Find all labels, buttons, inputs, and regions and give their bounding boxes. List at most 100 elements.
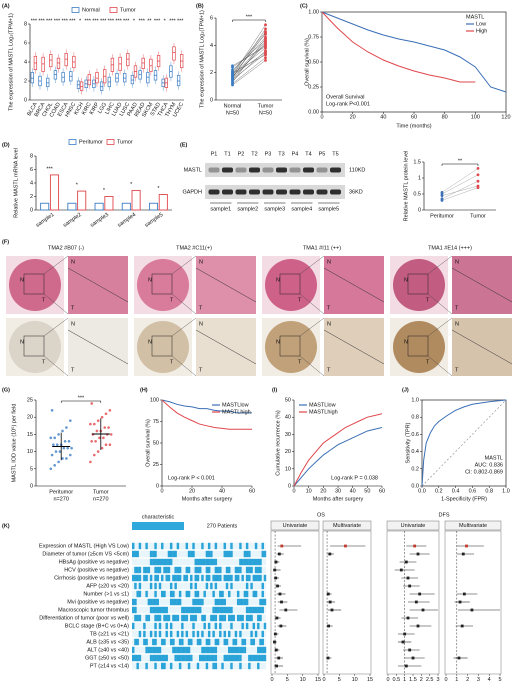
heat-cell — [207, 558, 211, 566]
y-axis-label: Relative MASTL mRNA level — [13, 148, 19, 218]
heat-cell — [194, 590, 197, 598]
significance: *** — [46, 18, 53, 24]
significance: *** — [38, 18, 45, 24]
x-sublabel: N=50 — [259, 110, 272, 116]
heat-cell — [178, 590, 182, 598]
point — [264, 35, 267, 39]
heat-cell — [221, 662, 224, 670]
x-tick-label: 4 — [488, 677, 491, 683]
heat-cell — [234, 566, 238, 574]
heat-cell — [190, 638, 193, 646]
region-label: T — [71, 305, 75, 311]
x-tick-label: KIRC — [81, 102, 93, 116]
hazard-ratio — [273, 568, 277, 572]
heat-cell — [147, 646, 151, 654]
point — [98, 436, 101, 440]
heat-cell — [214, 646, 218, 654]
hazard-ratio — [273, 640, 276, 644]
heat-cell — [252, 574, 256, 582]
roi-box — [407, 273, 429, 295]
heat-cell — [263, 654, 267, 662]
box — [176, 74, 181, 87]
point — [56, 443, 59, 447]
subpanel-frame — [444, 530, 502, 675]
heat-cell — [134, 614, 137, 622]
heat-cell — [185, 574, 189, 582]
heat-cell — [167, 550, 171, 558]
hazard-ratio — [411, 656, 415, 660]
zoom-line — [299, 355, 325, 377]
heat-cell — [147, 598, 151, 606]
zoom-line — [43, 317, 69, 337]
group-title: OS — [317, 512, 325, 518]
heat-cell — [138, 614, 142, 622]
heat-cell — [192, 550, 195, 558]
zoom-line — [171, 255, 197, 275]
heat-cell — [236, 598, 240, 606]
x-tick-label: 20 — [350, 114, 356, 120]
hazard-ratio — [280, 600, 283, 604]
y-tick-label: 2 — [210, 70, 213, 76]
heat-cell — [158, 582, 162, 590]
y-tick-label: 50 — [285, 397, 291, 403]
roi-box — [407, 335, 429, 357]
panel-label: (E) — [180, 142, 188, 148]
heat-cell — [199, 566, 202, 574]
heat-cell — [172, 550, 175, 558]
reference-line — [421, 399, 507, 487]
heat-cell — [228, 574, 231, 582]
row-label: Expression of MASTL (High VS Low) — [39, 543, 129, 549]
region-label: N — [276, 277, 280, 283]
heat-cell — [243, 550, 247, 558]
heat-cell — [239, 614, 242, 622]
point — [96, 419, 100, 422]
heat-cell — [169, 550, 173, 558]
hazard-ratio — [327, 624, 330, 628]
point — [70, 446, 73, 450]
region-label: T — [71, 367, 75, 373]
point — [108, 443, 112, 447]
x-tick-label: 0 — [386, 677, 389, 683]
panel-title: TMA1 #I11 (++) — [303, 245, 341, 251]
x-tick-label: 60 — [249, 488, 255, 494]
heat-cell — [152, 558, 155, 566]
heat-cell — [214, 574, 218, 582]
heat-cell — [214, 622, 218, 630]
heat-cell — [219, 614, 222, 622]
heat-cell — [156, 558, 159, 566]
heat-cell — [149, 598, 153, 606]
heat-cell — [169, 598, 173, 606]
heat-cell — [212, 630, 215, 638]
heat-cell — [234, 654, 238, 662]
row-label: PT (≥14 vs <14) — [90, 663, 129, 669]
heat-cell — [243, 646, 247, 654]
heat-cell — [161, 638, 164, 646]
heat-cell — [194, 582, 197, 590]
region-label: T — [298, 359, 302, 365]
lane-label: P5 — [319, 151, 326, 157]
band — [208, 167, 220, 173]
hazard-ratio — [275, 616, 279, 620]
heat-cell — [248, 558, 251, 566]
hazard-ratio — [408, 648, 412, 652]
heat-cell — [250, 638, 253, 646]
heat-row — [132, 550, 266, 558]
heat-cell — [132, 606, 135, 614]
y-tick-label: 6 — [210, 15, 213, 21]
heat-cell — [199, 638, 202, 646]
lane-label: T1 — [224, 151, 230, 157]
row-label: HBsAg (positive vs negative) — [59, 559, 129, 565]
pair-line — [441, 185, 479, 196]
point — [95, 429, 99, 433]
heat-cell — [163, 662, 166, 670]
sample-label: sample3 — [264, 206, 285, 212]
heat-cell — [223, 654, 226, 662]
heat-cell — [203, 558, 206, 566]
y-tick-label: 0.8 — [411, 415, 419, 421]
heat-cell — [138, 566, 142, 574]
heat-cell — [257, 574, 260, 582]
heat-cell — [183, 606, 186, 614]
heat-cell — [181, 654, 184, 662]
heat-cell — [192, 598, 195, 606]
